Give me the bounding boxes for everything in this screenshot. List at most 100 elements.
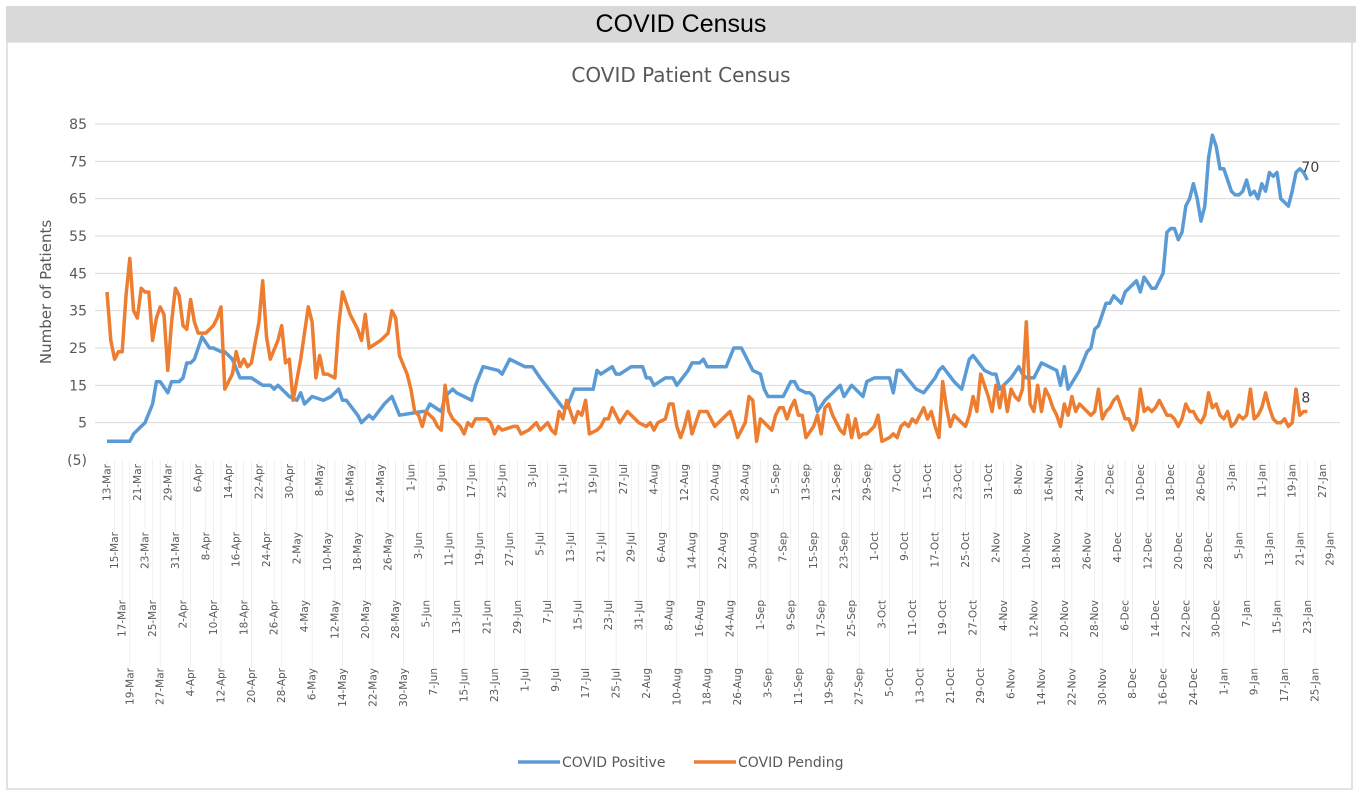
x-tick-label: 1-Oct [869, 532, 881, 561]
x-tick-label: 11-Jun [443, 532, 455, 566]
x-tick-label: 25-Oct [960, 532, 972, 568]
x-tick-label: 7-Jul [542, 600, 554, 624]
x-tick-label: 29-Mar [162, 463, 174, 501]
x-tick-label: 17-Sep [816, 600, 828, 637]
x-tick-label: 20-Nov [1059, 600, 1071, 638]
x-tick-label: 30-May [398, 668, 410, 707]
series-lines: 70 8 [105, 133, 1319, 444]
x-tick-label: 20-Aug [709, 464, 721, 501]
series-line-covid-positive [107, 133, 1309, 444]
x-tick-label: 23-Oct [952, 464, 964, 500]
x-tick-label: 15-Jul [573, 600, 585, 630]
x-tick-label: 14-Nov [1036, 668, 1048, 706]
x-tick-label: 13-Mar [102, 463, 114, 501]
x-tick-label: 2-May [291, 532, 303, 564]
x-tick-label: 10-May [322, 532, 334, 571]
x-tick-label: 25-Jul [611, 668, 623, 698]
x-tick-label: 23-Jun [489, 668, 501, 702]
x-tick-label: 9-Jun [436, 464, 448, 491]
x-tick-label: 25-Jan [1310, 668, 1322, 702]
chart-title: COVID Patient Census [571, 63, 790, 87]
x-tick-label: 10-Nov [1021, 532, 1033, 570]
x-tick-label: 18-Nov [1051, 532, 1063, 570]
x-tick-label: 20-Dec [1173, 532, 1185, 570]
x-tick-label: 27-Jul [618, 464, 630, 494]
legend-label-positive: COVID Positive [562, 755, 665, 771]
x-tick-labels: 13-Mar 15-Mar 17-Mar 19-Mar 21-Mar 23-Mar 25-M… [102, 460, 1337, 707]
x-tick-label: 5-Jul [535, 532, 547, 556]
x-tick-label: 14-May [337, 668, 349, 707]
x-tick-label: 14-Aug [687, 532, 699, 569]
x-tick-label: 22-Dec [1180, 600, 1192, 638]
x-tick-label: 8-Aug [664, 600, 676, 631]
x-tick-label: 3-Jan [1226, 464, 1238, 491]
y-tick-label: 65 [69, 192, 87, 208]
x-tick-label: 6-May [307, 668, 319, 700]
x-tick-label: 29-Oct [975, 668, 987, 704]
x-tick-label: 23-Jan [1302, 600, 1314, 634]
x-tick-label: 1-Jul [519, 668, 531, 692]
x-tick-label: 19-Jun [474, 532, 486, 566]
x-tick-label: 5-Jun [421, 600, 433, 627]
x-tick-label: 21-Jul [595, 532, 607, 562]
x-tick-label: 14-Apr [223, 463, 235, 499]
x-tick-label: 17-Jun [466, 464, 478, 498]
x-tick-label: 9-Jul [550, 668, 562, 692]
x-tick-label: 22-Nov [1066, 668, 1078, 706]
x-tick-label: 28-Apr [276, 667, 288, 703]
end-data-label: 8 [1301, 390, 1310, 406]
x-tick-label: 22-Aug [717, 532, 729, 569]
x-tick-label: 28-Dec [1203, 532, 1215, 570]
x-tick-label: 8-Nov [1013, 464, 1025, 495]
x-tick-label: 27-Sep [854, 668, 866, 705]
gridlines [95, 123, 1340, 424]
x-tick-label: 31-Mar [170, 531, 182, 569]
y-tick-label: 75 [69, 154, 87, 170]
x-tick-label: 8-May [314, 464, 326, 496]
x-tick-label: 16-Dec [1158, 668, 1170, 706]
x-tick-label: 3-Oct [876, 600, 888, 629]
x-tick-label: 2-Aug [641, 668, 653, 699]
x-tick-label: 6-Apr [193, 463, 205, 492]
y-tick-label: 35 [69, 304, 87, 320]
x-tick-label: 10-Dec [1135, 464, 1147, 502]
legend-label-pending: COVID Pending [738, 755, 843, 771]
x-tick-label: 20-Apr [246, 667, 258, 703]
page-header: COVID Census [6, 6, 1356, 43]
y-tick-labels: (5) 5 15 25 35 45 55 65 75 85 [67, 117, 87, 469]
x-tick-label: 13-Sep [800, 464, 812, 501]
y-tick-label: 5 [78, 416, 87, 432]
y-axis-label: Number of Patients [37, 220, 55, 364]
x-tick-label: 26-Aug [732, 668, 744, 705]
x-tick-label: 21-Jun [481, 600, 493, 634]
y-tick-label: 85 [69, 117, 87, 133]
y-tick-label: (5) [67, 453, 87, 469]
x-tick-label: 7-Jun [428, 668, 440, 695]
x-tick-label: 16-Apr [231, 531, 243, 567]
x-tick-label: 24-Nov [1074, 464, 1086, 502]
x-tick-label: 28-Aug [740, 464, 752, 501]
x-tick-label: 9-Sep [785, 600, 797, 631]
x-tick-label: 4-Apr [185, 667, 197, 696]
x-tick-label: 19-Jul [588, 464, 600, 494]
x-tick-label: 10-Apr [208, 599, 220, 635]
x-tick-label: 9-Oct [899, 532, 911, 561]
x-tick-label: 4-Nov [998, 600, 1010, 631]
x-tick-label: 5-Sep [770, 464, 782, 495]
x-tick-label: 25-Jun [497, 464, 509, 498]
x-tick-label: 30-Dec [1211, 600, 1223, 638]
x-tick-label: 10-Aug [671, 668, 683, 705]
x-tick-label: 18-May [352, 532, 364, 571]
page-title: COVID Census [595, 9, 767, 38]
x-tick-label: 30-Aug [747, 532, 759, 569]
x-tick-label: 3-Sep [762, 668, 774, 699]
x-tick-label: 25-Sep [846, 600, 858, 637]
x-tick-label: 17-Mar [117, 599, 129, 637]
x-tick-label: 4-Aug [649, 464, 661, 495]
x-tick-label: 30-Apr [284, 463, 296, 499]
x-tick-label: 13-Jan [1264, 532, 1276, 566]
x-tick-label: 24-Dec [1188, 668, 1200, 706]
x-tick-label: 26-Apr [269, 599, 281, 635]
x-tick-label: 11-Jan [1256, 464, 1268, 498]
